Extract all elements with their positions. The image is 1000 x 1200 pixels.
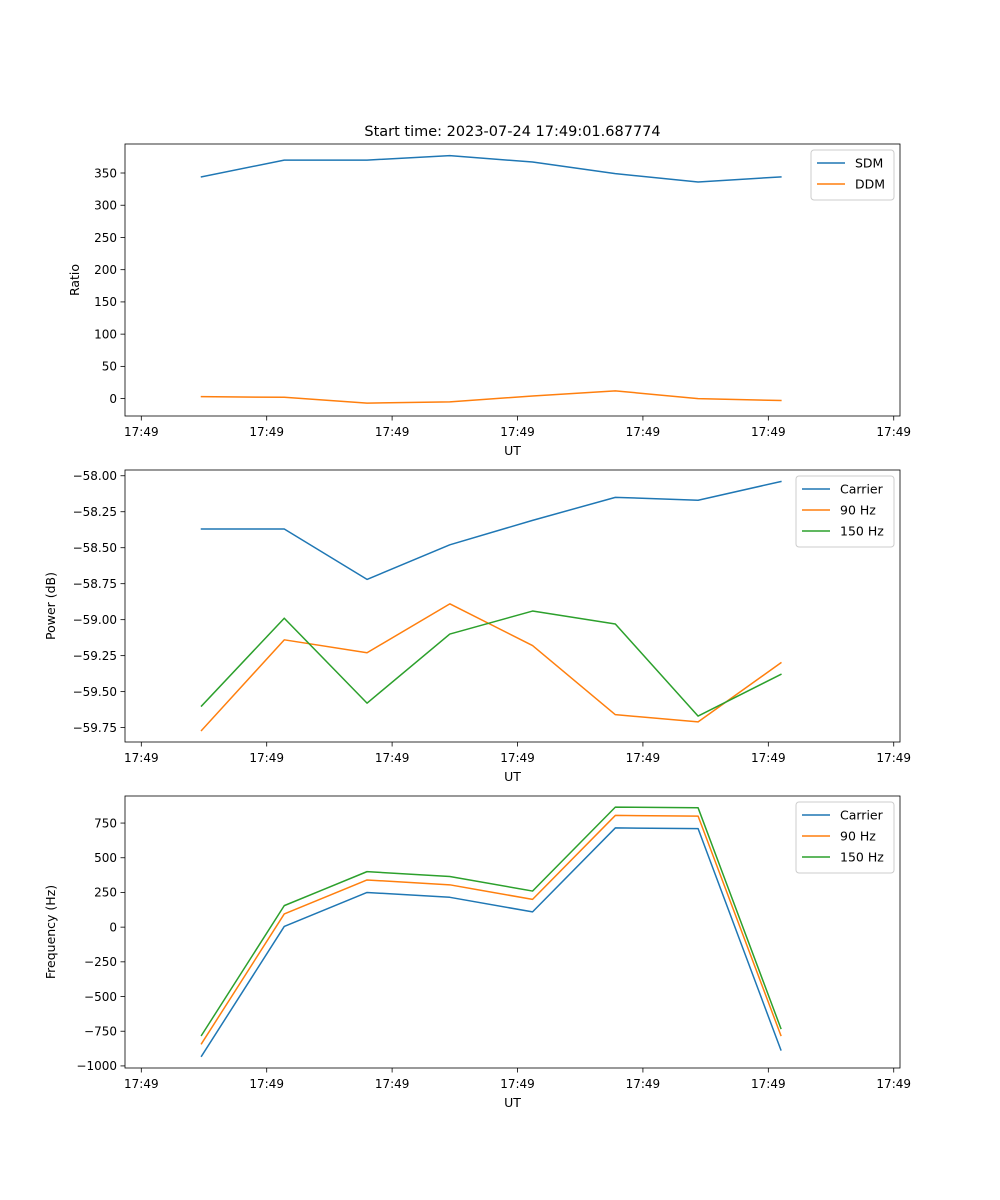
x-tick-label: 17:49 (751, 425, 786, 439)
series-line-sdm (200, 154, 782, 183)
y-tick-label: −58.50 (73, 541, 117, 555)
legend-label: DDM (855, 177, 885, 192)
y-tick-label: 200 (94, 263, 117, 277)
axes-frame (124, 143, 901, 417)
x-tick-label: 17:49 (124, 1077, 159, 1091)
y-tick-label: −750 (84, 1025, 117, 1039)
x-tick-label: 17:49 (626, 425, 661, 439)
y-tick-label: −1000 (76, 1059, 117, 1073)
series-line-150-hz (200, 610, 782, 717)
x-axis-label: UT (504, 443, 521, 458)
axes-frame (124, 469, 901, 743)
y-tick-label: 150 (94, 295, 117, 309)
figure-title: Start time: 2023-07-24 17:49:01.687774 (364, 124, 660, 140)
legend-label: 90 Hz (840, 503, 876, 518)
y-tick-label: −59.25 (73, 649, 117, 663)
x-tick-label: 17:49 (751, 1077, 786, 1091)
y-tick-label: −500 (84, 990, 117, 1004)
legend-label: Carrier (840, 482, 884, 497)
y-tick-label: −59.00 (73, 613, 117, 627)
y-tick-label: −59.75 (73, 721, 117, 735)
y-tick-label: −58.00 (73, 469, 117, 483)
x-tick-label: 17:49 (124, 425, 159, 439)
y-tick-label: −59.50 (73, 685, 117, 699)
legend-box (795, 801, 895, 874)
x-axis-label: UT (504, 769, 521, 784)
series-line-ddm (200, 390, 782, 404)
chart-1: 17:4917:4917:4917:4917:4917:4917:4917:50… (67, 143, 911, 458)
x-tick-label: 17:49 (124, 751, 159, 765)
x-tick-label: 17:49 (500, 751, 535, 765)
x-tick-label: 17:49 (751, 751, 786, 765)
legend-label: 90 Hz (840, 829, 876, 844)
legend: SDM DDM (810, 149, 895, 201)
x-tick-label: 17:49 (500, 1077, 535, 1091)
y-axis-label: Ratio (67, 264, 82, 296)
x-tick-label: 17:49 (249, 1077, 284, 1091)
series-line-150-hz (200, 806, 782, 1037)
chart-2: 17:4917:4917:4917:4917:4917:4917:4917:50… (43, 469, 911, 784)
y-tick-label: 300 (94, 199, 117, 213)
y-tick-label: 0 (109, 392, 117, 406)
legend: Carrier 90 Hz 150 Hz (795, 475, 895, 548)
x-tick-label: 17:49 (626, 1077, 661, 1091)
legend-label: Carrier (840, 808, 884, 823)
y-tick-label: 50 (102, 360, 117, 374)
y-tick-label: 750 (94, 816, 117, 830)
legend-label: 150 Hz (840, 850, 884, 865)
y-tick-label: 350 (94, 166, 117, 180)
legend: Carrier 90 Hz 150 Hz (795, 801, 895, 874)
x-tick-label: 17:49 (626, 751, 661, 765)
series-line-carrier (200, 827, 782, 1058)
series-line-carrier (200, 480, 782, 581)
y-tick-label: 100 (94, 327, 117, 341)
x-axis-label: UT (504, 1095, 521, 1110)
y-axis-label: Power (dB) (43, 572, 58, 640)
x-tick-label: 17:49 (500, 425, 535, 439)
y-tick-label: −58.25 (73, 505, 117, 519)
series-line-90-hz (200, 814, 782, 1045)
x-tick-label: 17:49 (375, 1077, 410, 1091)
y-tick-label: 500 (94, 851, 117, 865)
y-tick-label: 0 (109, 920, 117, 934)
x-tick-label: 17:49 (249, 425, 284, 439)
y-tick-label: −250 (84, 955, 117, 969)
y-axis-label: Frequency (Hz) (43, 885, 58, 979)
series-line-90-hz (200, 603, 782, 732)
axes-frame (124, 795, 901, 1069)
y-tick-label: 250 (94, 231, 117, 245)
chart-3: 17:4917:4917:4917:4917:4917:4917:4917:50… (43, 795, 911, 1110)
x-tick-label: 17:49 (375, 751, 410, 765)
legend-label: 150 Hz (840, 524, 884, 539)
x-tick-label: 17:49 (249, 751, 284, 765)
x-tick-label: 17:49 (876, 425, 911, 439)
x-tick-label: 17:49 (876, 1077, 911, 1091)
y-tick-label: 250 (94, 886, 117, 900)
legend-label: SDM (855, 156, 883, 171)
legend-box (795, 475, 895, 548)
x-tick-label: 17:49 (876, 751, 911, 765)
charts-container: 17:4917:4917:4917:4917:4917:4917:4917:50… (43, 143, 911, 1110)
y-tick-label: −58.75 (73, 577, 117, 591)
x-tick-label: 17:49 (375, 425, 410, 439)
